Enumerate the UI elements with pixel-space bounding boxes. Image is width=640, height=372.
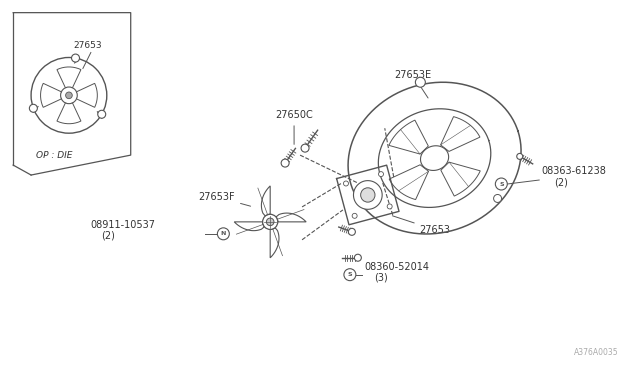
Circle shape [348,228,355,235]
Polygon shape [276,213,306,222]
Text: A376A0035: A376A0035 [574,348,619,357]
Text: 27653: 27653 [392,216,451,235]
Text: S: S [348,272,352,277]
Text: 27653: 27653 [73,41,102,49]
Circle shape [301,144,309,152]
Circle shape [415,77,426,87]
Circle shape [493,195,502,202]
Circle shape [281,159,289,167]
Text: 27653F: 27653F [198,192,251,206]
Circle shape [266,218,274,226]
Text: (3): (3) [374,273,388,283]
Polygon shape [420,146,449,170]
Circle shape [378,171,383,177]
Text: 08911-10537: 08911-10537 [91,220,156,230]
Text: 27650C: 27650C [275,110,313,144]
Text: 08360-52014: 08360-52014 [365,262,430,272]
Circle shape [352,213,357,218]
Polygon shape [270,228,279,258]
Polygon shape [57,67,81,88]
Polygon shape [389,165,429,200]
Circle shape [98,110,106,118]
Circle shape [218,228,229,240]
Circle shape [72,54,79,62]
Polygon shape [261,186,270,216]
Polygon shape [441,162,480,196]
Circle shape [361,188,375,202]
Circle shape [61,87,77,104]
Circle shape [29,104,37,112]
Polygon shape [389,120,428,154]
Polygon shape [440,116,480,151]
Circle shape [66,92,72,99]
Circle shape [344,181,348,186]
Text: 08363-61238: 08363-61238 [541,166,606,176]
Polygon shape [234,222,264,231]
Circle shape [495,178,508,190]
Circle shape [387,204,392,209]
Polygon shape [353,181,382,209]
Circle shape [355,254,362,261]
Text: N: N [221,231,226,236]
Circle shape [344,269,356,280]
Text: (2): (2) [101,231,115,241]
Text: S: S [499,182,504,186]
Polygon shape [57,103,81,124]
Text: OP : DIE: OP : DIE [36,151,72,160]
Circle shape [516,153,523,159]
Text: (2): (2) [554,177,568,187]
Circle shape [262,214,278,230]
Polygon shape [77,83,97,108]
Text: 27653E: 27653E [395,70,432,98]
Polygon shape [40,83,61,108]
